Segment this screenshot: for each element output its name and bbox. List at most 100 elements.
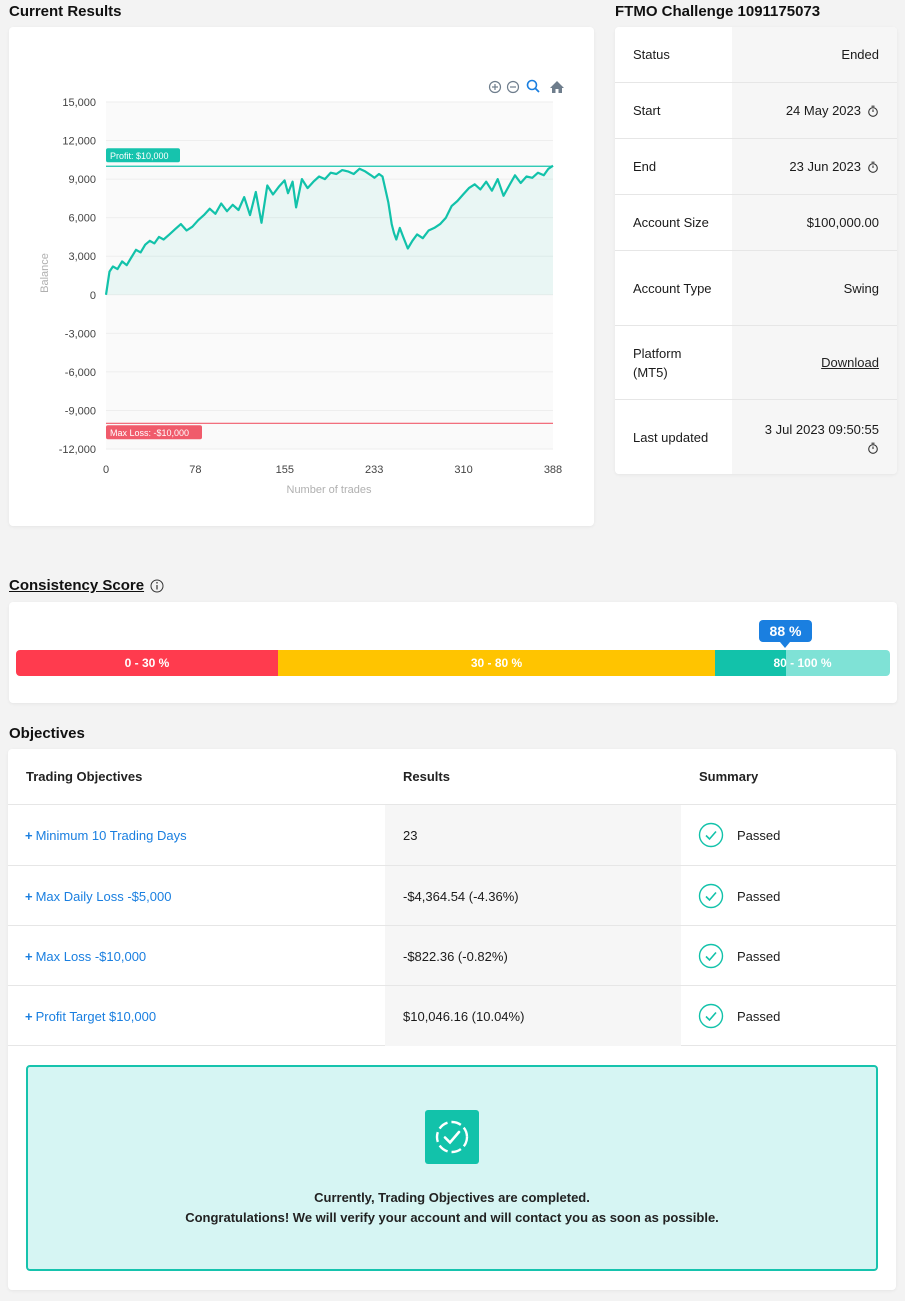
consistency-score-label: Consistency Score: [9, 577, 145, 594]
objective-summary: Passed: [698, 926, 780, 986]
expand-plus-icon[interactable]: +: [25, 888, 33, 904]
info-row-platform: Platform (MT5) Download: [615, 326, 897, 400]
zoom-out-icon[interactable]: [506, 80, 520, 94]
expand-plus-icon[interactable]: +: [25, 948, 33, 964]
header-results: Results: [403, 769, 450, 784]
expand-plus-icon[interactable]: +: [25, 1008, 33, 1024]
x-tick-label: 78: [189, 464, 201, 476]
y-tick-label: -12,000: [59, 444, 96, 456]
objective-result: $10,046.16 (10.04%): [385, 986, 681, 1046]
info-icon[interactable]: [150, 579, 164, 593]
objectives-title: Objectives: [9, 725, 85, 742]
score-marker-arrow: [780, 642, 790, 648]
account-size-label: Account Size: [615, 195, 732, 250]
objective-summary: Passed: [698, 866, 780, 926]
magnifier-icon[interactable]: [526, 79, 540, 93]
header-summary: Summary: [699, 769, 759, 784]
objective-row: + Max Loss -$10,000 -$822.36 (-0.82%) Pa…: [8, 925, 896, 986]
summary-status: Passed: [737, 827, 781, 843]
end-value: 23 Jun 2023: [789, 159, 861, 174]
segment-30-80: 30 - 80 %: [278, 650, 715, 676]
zoom-in-icon[interactable]: [488, 80, 502, 94]
objectives-table: Trading Objectives Results Summary + Min…: [8, 749, 896, 1290]
account-size-value: $100,000.00: [732, 195, 897, 250]
last-updated-label: Last updated: [615, 400, 732, 474]
max-loss-label: Max Loss: -$10,000: [110, 428, 189, 438]
y-tick-label: 6,000: [68, 213, 96, 225]
balance-line: [104, 164, 554, 295]
last-updated-value: 3 Jul 2023 09:50:55: [764, 422, 879, 437]
end-value-cell: 23 Jun 2023: [732, 139, 897, 194]
x-tick-label: 310: [454, 464, 472, 476]
balance-area-fill: [106, 165, 553, 295]
score-marker: 88 %: [759, 620, 812, 642]
balance-chart: Profit: $10,000 Max Loss: -$10,000 15,000…: [39, 79, 564, 496]
segment-30-80-label: 30 - 80 %: [470, 656, 523, 670]
x-tick-label: 388: [544, 464, 562, 476]
platform-label: Platform (MT5): [615, 326, 732, 399]
objective-result: -$4,364.54 (-4.36%): [385, 866, 681, 926]
y-tick-label: 15,000: [62, 97, 96, 109]
expand-plus-icon[interactable]: +: [25, 827, 33, 843]
objective-result: 23: [385, 805, 681, 865]
end-label: End: [615, 139, 732, 194]
y-tick-label: -9,000: [65, 405, 96, 417]
platform-value-cell: Download: [732, 326, 897, 399]
info-row-account-type: Account Type Swing: [615, 251, 897, 326]
info-row-start: Start 24 May 2023: [615, 83, 897, 139]
objective-summary: Passed: [698, 986, 780, 1046]
max-loss-tag: [106, 425, 202, 440]
y-tick-label: 3,000: [68, 251, 96, 263]
segment-80-100: 80 - 100 %: [715, 650, 890, 676]
banner-message-line1: Currently, Trading Objectives are comple…: [314, 1190, 590, 1205]
header-trading-objectives: Trading Objectives: [26, 769, 143, 784]
objective-name[interactable]: Max Loss -$10,000: [35, 948, 147, 964]
stopwatch-icon: [868, 105, 878, 117]
challenge-info-table: Status Ended Start 24 May 2023 End 23 Ju…: [615, 27, 897, 474]
check-circle-icon: [698, 822, 724, 848]
objective-link[interactable]: + Minimum 10 Trading Days: [25, 805, 187, 865]
segment-80-100-label: 80 - 100 %: [773, 656, 832, 670]
profit-target-tag: [106, 148, 180, 163]
home-icon[interactable]: [550, 81, 564, 93]
download-link[interactable]: Download: [821, 355, 879, 370]
y-tick-label: -6,000: [65, 367, 96, 379]
status-label: Status: [615, 27, 732, 82]
objective-link[interactable]: + Profit Target $10,000: [25, 986, 156, 1046]
challenge-title: FTMO Challenge 1091175073: [615, 3, 821, 20]
start-value-cell: 24 May 2023: [732, 83, 897, 138]
completion-banner: Currently, Trading Objectives are comple…: [26, 1065, 878, 1271]
objective-name[interactable]: Minimum 10 Trading Days: [35, 827, 187, 843]
account-type-label: Account Type: [615, 251, 732, 325]
completed-badge-icon: [425, 1110, 479, 1164]
y-tick-label: 9,000: [68, 174, 96, 186]
banner-message-line2: Congratulations! We will verify your acc…: [185, 1210, 719, 1225]
status-value: Ended: [732, 27, 897, 82]
account-type-value: Swing: [732, 251, 897, 325]
y-tick-label: 12,000: [62, 136, 96, 148]
objective-row: + Max Daily Loss -$5,000 -$4,364.54 (-4.…: [8, 865, 896, 926]
info-row-last-updated: Last updated 3 Jul 2023 09:50:55: [615, 400, 897, 474]
x-tick-label: 155: [276, 464, 294, 476]
info-row-status: Status Ended: [615, 27, 897, 83]
objective-result: -$822.36 (-0.82%): [385, 926, 681, 986]
consistency-score-card: 0 - 30 % 30 - 80 % 80 - 100 % 88 %: [9, 602, 897, 703]
start-label: Start: [615, 83, 732, 138]
objective-name[interactable]: Max Daily Loss -$5,000: [35, 888, 172, 904]
objective-link[interactable]: + Max Loss -$10,000: [25, 926, 146, 986]
last-updated-value-cell: 3 Jul 2023 09:50:55: [732, 400, 897, 474]
current-results-title: Current Results: [9, 3, 122, 20]
objective-link[interactable]: + Max Daily Loss -$5,000: [25, 866, 171, 926]
summary-status: Passed: [737, 948, 781, 964]
consistency-score-title[interactable]: Consistency Score: [9, 577, 164, 594]
y-axis-label: Balance: [39, 253, 51, 293]
objective-name[interactable]: Profit Target $10,000: [35, 1008, 157, 1024]
stopwatch-icon: [868, 442, 878, 454]
x-tick-label: 0: [103, 464, 109, 476]
profit-target-label: Profit: $10,000: [110, 151, 169, 161]
check-circle-icon: [698, 1003, 724, 1029]
info-row-account-size: Account Size $100,000.00: [615, 195, 897, 251]
summary-status: Passed: [737, 1008, 781, 1024]
segment-0-30: 0 - 30 %: [16, 650, 278, 676]
balance-chart-card: Profit: $10,000 Max Loss: -$10,000 15,000…: [9, 27, 594, 526]
